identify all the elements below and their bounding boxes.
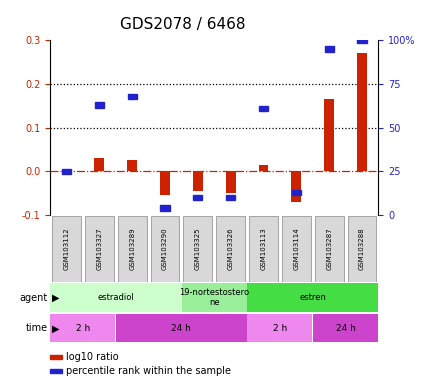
Text: GSM103289: GSM103289 xyxy=(129,227,135,270)
Bar xyxy=(193,195,202,200)
Bar xyxy=(50,369,61,373)
FancyBboxPatch shape xyxy=(181,283,246,312)
Text: percentile rank within the sample: percentile rank within the sample xyxy=(66,366,231,376)
Bar xyxy=(226,195,235,200)
Text: 19-nortestostero
ne: 19-nortestostero ne xyxy=(179,288,249,307)
Bar xyxy=(258,106,267,111)
Text: time: time xyxy=(26,323,48,333)
Bar xyxy=(192,171,202,191)
Text: GSM103112: GSM103112 xyxy=(63,227,69,270)
Text: 2 h: 2 h xyxy=(272,324,286,333)
Text: GSM103287: GSM103287 xyxy=(326,227,332,270)
FancyBboxPatch shape xyxy=(118,216,146,281)
Bar xyxy=(323,99,333,171)
FancyBboxPatch shape xyxy=(52,216,81,281)
FancyBboxPatch shape xyxy=(85,216,113,281)
Bar xyxy=(50,355,61,359)
Bar xyxy=(258,165,268,171)
Bar xyxy=(357,38,366,43)
FancyBboxPatch shape xyxy=(50,314,115,343)
Bar xyxy=(95,103,104,108)
Bar xyxy=(291,190,300,195)
FancyBboxPatch shape xyxy=(249,216,277,281)
Bar xyxy=(127,161,137,171)
Text: GSM103325: GSM103325 xyxy=(194,227,201,270)
Bar xyxy=(61,171,71,175)
Text: GSM103114: GSM103114 xyxy=(293,227,299,270)
FancyBboxPatch shape xyxy=(347,216,375,281)
Bar xyxy=(62,169,71,174)
FancyBboxPatch shape xyxy=(312,314,377,343)
Bar xyxy=(127,94,136,99)
FancyBboxPatch shape xyxy=(116,314,246,343)
Text: ▶: ▶ xyxy=(52,293,59,303)
Text: estradiol: estradiol xyxy=(97,293,134,302)
Bar xyxy=(160,171,170,195)
Text: estren: estren xyxy=(299,293,326,302)
FancyBboxPatch shape xyxy=(247,283,377,312)
Text: 24 h: 24 h xyxy=(335,324,355,333)
FancyBboxPatch shape xyxy=(247,314,312,343)
Bar xyxy=(225,171,235,193)
Bar xyxy=(324,46,333,52)
FancyBboxPatch shape xyxy=(281,216,310,281)
FancyBboxPatch shape xyxy=(314,216,343,281)
FancyBboxPatch shape xyxy=(216,216,244,281)
Text: GSM103113: GSM103113 xyxy=(260,227,266,270)
Text: GSM103326: GSM103326 xyxy=(227,227,233,270)
Text: GSM103290: GSM103290 xyxy=(161,227,168,270)
Text: 24 h: 24 h xyxy=(171,324,191,333)
FancyBboxPatch shape xyxy=(50,283,181,312)
Text: 2 h: 2 h xyxy=(76,324,90,333)
Text: GSM103327: GSM103327 xyxy=(96,227,102,270)
Bar xyxy=(94,158,104,171)
Text: log10 ratio: log10 ratio xyxy=(66,353,119,362)
Text: GDS2078 / 6468: GDS2078 / 6468 xyxy=(120,17,245,33)
Bar xyxy=(160,205,169,211)
Text: GSM103288: GSM103288 xyxy=(358,227,364,270)
FancyBboxPatch shape xyxy=(150,216,179,281)
Text: ▶: ▶ xyxy=(52,323,59,333)
Bar xyxy=(291,171,301,202)
Text: agent: agent xyxy=(20,293,48,303)
FancyBboxPatch shape xyxy=(183,216,212,281)
Bar xyxy=(356,53,366,171)
